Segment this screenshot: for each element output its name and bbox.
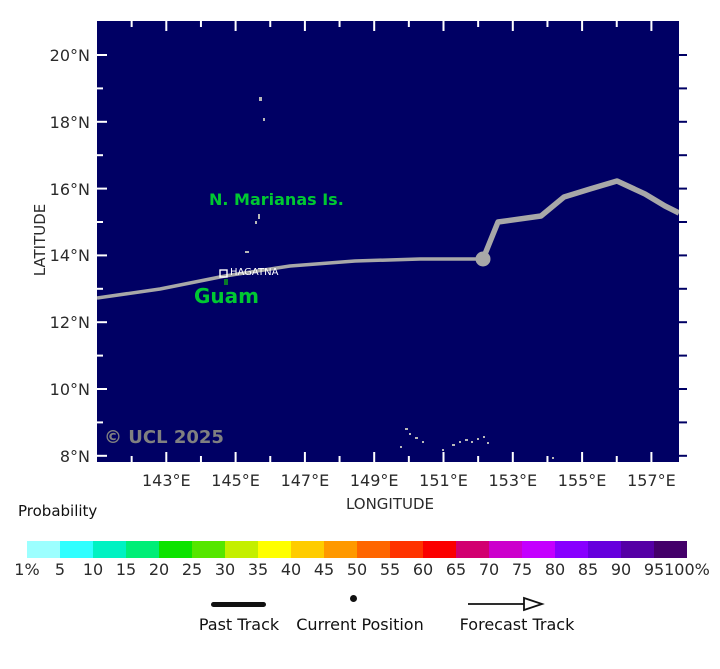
colorbar-tick-label: 5 bbox=[54, 560, 66, 579]
colorbar-tick-label: 75 bbox=[511, 560, 533, 579]
past-track-label: Past Track bbox=[198, 615, 280, 634]
colorbar-tick-label: 45 bbox=[313, 560, 335, 579]
colorbar-segment bbox=[126, 541, 159, 558]
colorbar-segment bbox=[390, 541, 423, 558]
y-axis-tick-label: 10°N bbox=[49, 380, 90, 399]
colorbar-segment bbox=[192, 541, 225, 558]
colorbar-tick-label: 55 bbox=[379, 560, 401, 579]
colorbar-tick-label: 25 bbox=[181, 560, 203, 579]
colorbar-tick-label: 10 bbox=[82, 560, 104, 579]
colorbar-tick-label: 30 bbox=[214, 560, 236, 579]
colorbar-segment bbox=[324, 541, 357, 558]
current-position-label: Current Position bbox=[296, 615, 424, 634]
colorbar-segment bbox=[60, 541, 93, 558]
colorbar-tick-label: 15 bbox=[115, 560, 137, 579]
right-axis-ticks bbox=[679, 54, 687, 457]
colorbar-segment bbox=[357, 541, 390, 558]
colorbar-tick-label: 90 bbox=[610, 560, 632, 579]
region-label-guam: Guam bbox=[194, 284, 259, 308]
colorbar-segment bbox=[489, 541, 522, 558]
colorbar-segment bbox=[93, 541, 126, 558]
colorbar-segment bbox=[588, 541, 621, 558]
colorbar-segment bbox=[555, 541, 588, 558]
colorbar-segment bbox=[27, 541, 60, 558]
y-axis-tick-label: 8°N bbox=[59, 446, 90, 466]
x-axis-title: LONGITUDE bbox=[345, 495, 435, 513]
colorbar-segment bbox=[621, 541, 654, 558]
y-axis-tick-label: 12°N bbox=[49, 313, 90, 333]
map-area: N. Marianas Is. Guam HAGATNA © UCL 2025 bbox=[97, 21, 679, 462]
city-label-hagatna: HAGATNA bbox=[230, 267, 279, 278]
region-label-marianas: N. Marianas Is. bbox=[209, 190, 344, 209]
colorbar-tick-label: 65 bbox=[445, 560, 467, 579]
colorbar-segment bbox=[522, 541, 555, 558]
copyright-watermark: © UCL 2025 bbox=[104, 427, 224, 448]
map-canvas bbox=[97, 21, 679, 462]
x-axis-tick-label: 149°E bbox=[349, 471, 399, 490]
past-track-symbol bbox=[211, 602, 266, 607]
x-axis-tick-label: 147°E bbox=[280, 471, 330, 490]
colorbar-tick-label: 80 bbox=[544, 560, 566, 579]
colorbar-tick-label: 95 bbox=[643, 560, 665, 579]
colorbar-title: Probability bbox=[18, 502, 98, 520]
x-axis-tick-label: 151°E bbox=[419, 471, 468, 490]
y-axis-tick-label: 14°N bbox=[49, 246, 90, 266]
x-axis-tick-label: 143°E bbox=[141, 471, 191, 490]
colorbar-tick-label: 1% bbox=[14, 560, 40, 579]
x-axis-tick-label: 153°E bbox=[488, 471, 538, 490]
colorbar-segment bbox=[423, 541, 456, 558]
colorbar-tick-label: 35 bbox=[247, 560, 269, 579]
forecast-track-symbol bbox=[468, 596, 545, 612]
colorbar-tick-label: 70 bbox=[478, 560, 500, 579]
colorbar-segment bbox=[225, 541, 258, 558]
probability-colorbar bbox=[27, 541, 687, 558]
colorbar-segment bbox=[291, 541, 324, 558]
colorbar-segment bbox=[159, 541, 192, 558]
x-axis-tick-label: 155°E bbox=[557, 471, 607, 490]
y-axis-title: LATITUDE bbox=[31, 203, 49, 277]
y-axis-tick-label: 16°N bbox=[49, 179, 90, 199]
y-axis-tick-label: 18°N bbox=[49, 112, 90, 132]
colorbar-tick-label: 100% bbox=[664, 560, 710, 579]
colorbar-tick-label: 20 bbox=[148, 560, 170, 579]
y-axis-tick-label: 20°N bbox=[49, 46, 90, 65]
current-position-symbol bbox=[350, 595, 357, 602]
colorbar-segment bbox=[654, 541, 687, 558]
colorbar-tick-label: 60 bbox=[412, 560, 434, 579]
colorbar-tick-label: 50 bbox=[346, 560, 368, 579]
x-axis-tick-label: 145°E bbox=[211, 471, 260, 490]
forecast-track-label: Forecast Track bbox=[459, 615, 575, 634]
colorbar-segment bbox=[258, 541, 291, 558]
x-axis-tick-label: 157°E bbox=[627, 471, 676, 490]
colorbar-tick-label: 40 bbox=[280, 560, 302, 579]
colorbar-segment bbox=[456, 541, 489, 558]
colorbar-tick-label: 85 bbox=[577, 560, 599, 579]
